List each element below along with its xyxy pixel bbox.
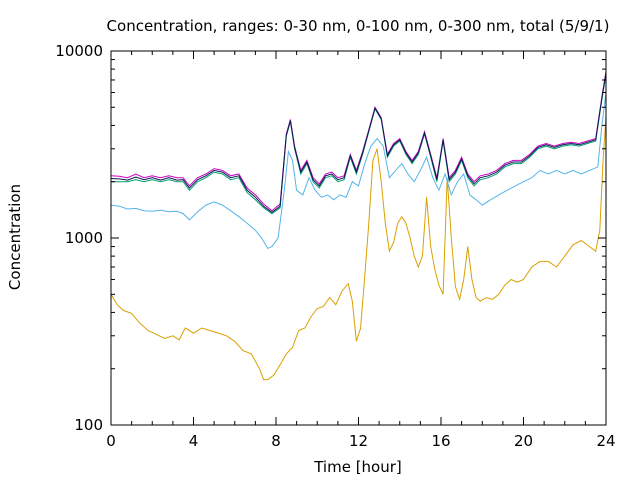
y-axis-title: Concentration (6, 184, 24, 290)
series-line-2 (110, 92, 607, 250)
ticks-layer: 0 4 8 12 16 20 24 100 1000 10000 (55, 42, 615, 450)
x-axis-title: Time [hour] (313, 458, 402, 476)
x-tick-label: 16 (431, 432, 450, 450)
series-layer (110, 71, 607, 381)
y-tick-label: 100 (74, 416, 103, 434)
x-tick-label: 8 (271, 432, 281, 450)
x-tick-label: 12 (349, 432, 368, 450)
x-tick-label: 24 (596, 432, 615, 450)
x-tick-label: 20 (514, 432, 533, 450)
x-tick-label: 0 (106, 432, 116, 450)
y-tick-label: 10000 (55, 42, 103, 60)
plot-frame (110, 50, 607, 426)
x-tick-label: 4 (189, 432, 199, 450)
chart-title: Concentration, ranges: 0-30 nm, 0-100 nm… (107, 17, 610, 35)
series-line-5 (110, 72, 607, 214)
y-tick-label: 1000 (65, 229, 103, 247)
series-line-1 (110, 115, 607, 381)
